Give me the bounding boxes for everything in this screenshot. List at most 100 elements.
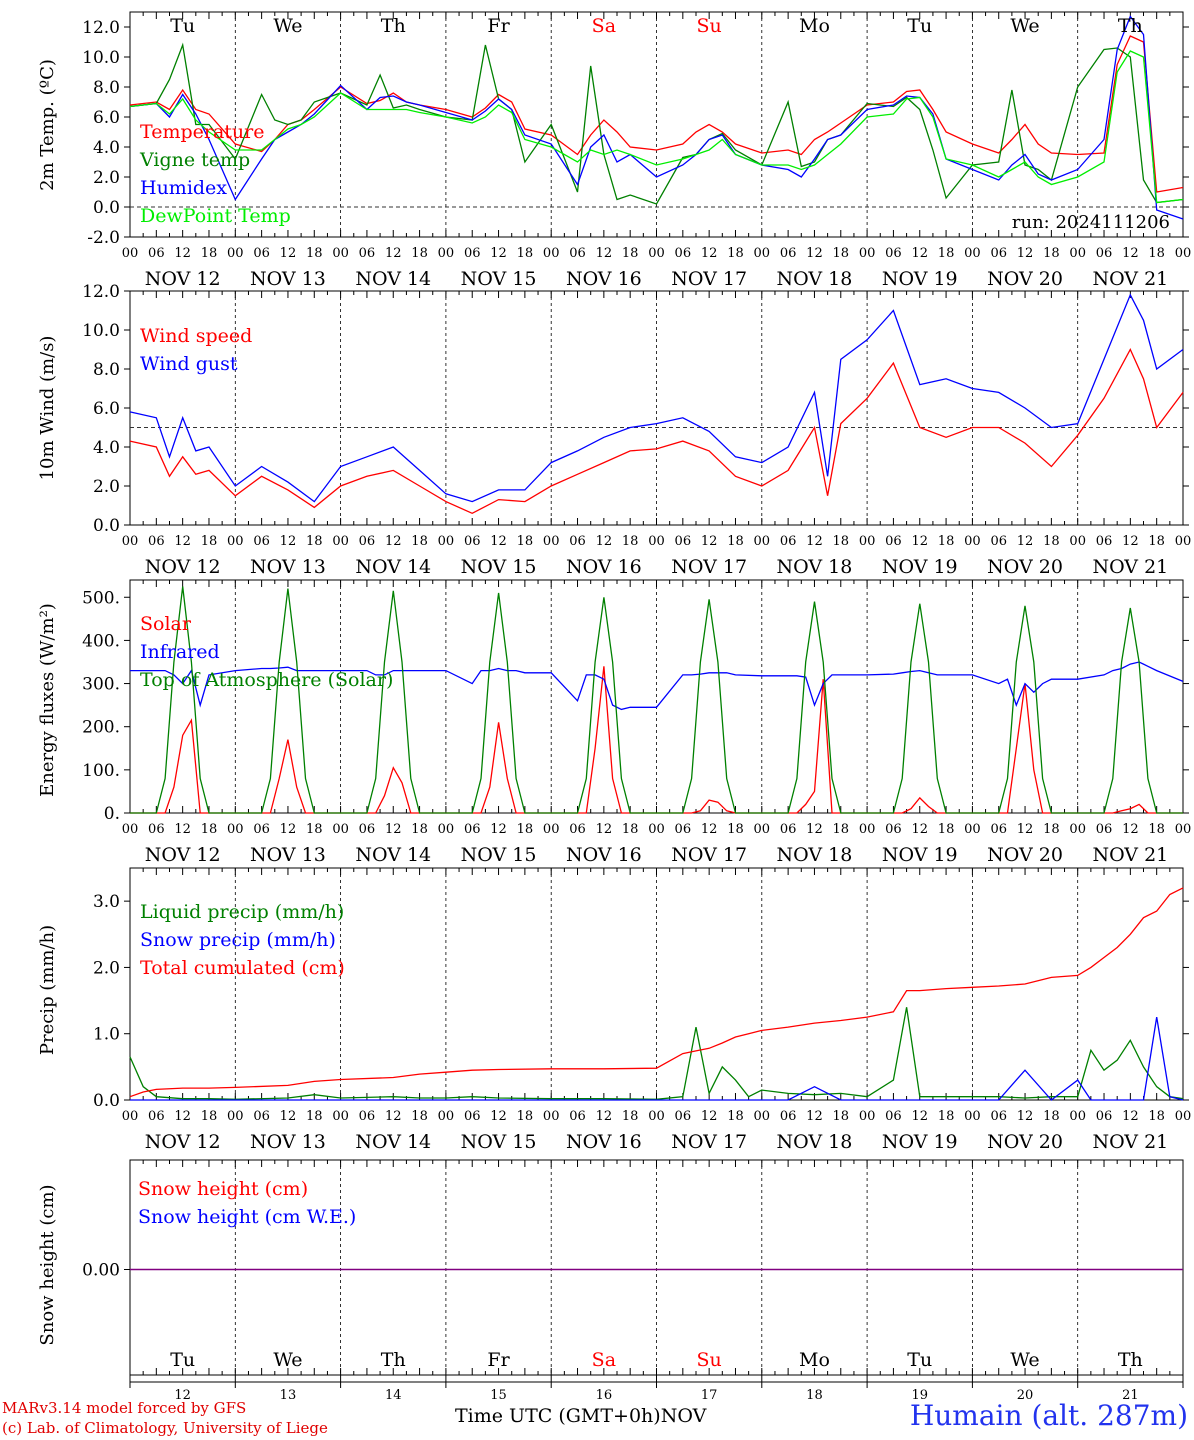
date-label: NOV 13 <box>250 556 326 578</box>
hour-tick-label: 18 <box>938 246 955 261</box>
hour-tick-label: 00 <box>648 822 665 837</box>
hour-tick-label: 12 <box>280 1109 297 1124</box>
hour-tick-label: 18 <box>201 1109 218 1124</box>
hour-tick-label: 06 <box>464 822 481 837</box>
hour-tick-label: 18 <box>411 822 428 837</box>
date-label: NOV 12 <box>145 268 221 290</box>
series-line-snow-precip-mm-h- <box>130 1016 1184 1101</box>
y-tick-label: 0.0 <box>93 1091 120 1111</box>
x-axis-title-text: Time UTC (GMT+0h) <box>455 1405 661 1427</box>
y-axis-title: Snow height (cm) <box>37 1184 58 1345</box>
weekday-label: We <box>1010 15 1039 37</box>
hour-tick-label: 00 <box>964 246 981 261</box>
hour-tick-label: 06 <box>675 1109 692 1124</box>
hour-tick-label: 00 <box>1175 534 1192 549</box>
hour-tick-label: 12 <box>490 822 507 837</box>
legend-entry: Snow height (cm) <box>138 1178 308 1200</box>
date-label: NOV 18 <box>777 268 853 290</box>
hour-tick-label: 06 <box>253 246 270 261</box>
y-tick-label: 2.0 <box>93 958 120 978</box>
y-tick-label: 500. <box>82 588 120 608</box>
hour-tick-label: 12 <box>174 246 191 261</box>
legend-entry: Wind speed <box>140 325 252 347</box>
hour-tick-label: 00 <box>859 534 876 549</box>
weekday-label-bottom: Fr <box>487 1349 510 1371</box>
y-tick-label: 0.00 <box>82 1261 120 1281</box>
hour-tick-label: 18 <box>1148 246 1165 261</box>
hour-tick-label: 12 <box>280 822 297 837</box>
date-label: NOV 17 <box>671 556 747 578</box>
date-label: NOV 20 <box>987 844 1063 866</box>
hour-tick-label: 06 <box>253 822 270 837</box>
hour-tick-label: 12 <box>1122 822 1139 837</box>
y-tick-label: 100. <box>82 761 120 781</box>
hour-tick-label: 06 <box>359 534 376 549</box>
hour-tick-label: 18 <box>201 246 218 261</box>
hour-tick-label: 18 <box>517 822 534 837</box>
y-axis-title: 2m Temp. (ºC) <box>37 59 58 191</box>
hour-tick-label: 18 <box>622 246 639 261</box>
hour-tick-label: 12 <box>1017 822 1034 837</box>
y-tick-label: 200. <box>82 718 120 738</box>
hour-tick-label: 12 <box>596 822 613 837</box>
hour-tick-label: 18 <box>1043 822 1060 837</box>
day-number-label: 18 <box>806 1388 823 1403</box>
hour-tick-label: 12 <box>806 822 823 837</box>
y-tick-label: 1.0 <box>93 1025 120 1045</box>
series-line-total-cumulated-cm- <box>129 887 1184 1098</box>
y-tick-label: 400. <box>82 631 120 651</box>
legend-entry: Top of Atmosphere (Solar) <box>140 669 393 691</box>
date-label: NOV 20 <box>987 1131 1063 1153</box>
hour-tick-label: 12 <box>806 534 823 549</box>
date-label: NOV 18 <box>777 1131 853 1153</box>
hour-tick-label: 06 <box>359 246 376 261</box>
hour-tick-label: 06 <box>464 246 481 261</box>
hour-tick-label: 12 <box>1122 1109 1139 1124</box>
hour-tick-label: 06 <box>990 534 1007 549</box>
hour-tick-label: 06 <box>569 1109 586 1124</box>
y-tick-label: 4.0 <box>93 138 120 158</box>
legend-entry: Temperature <box>140 121 264 143</box>
hour-tick-label: 06 <box>885 1109 902 1124</box>
panel-snow: 0.00 Snow height (cm) Snow height (cm) Snow… <box>37 1159 1184 1376</box>
date-label: NOV 13 <box>250 268 326 290</box>
date-label: NOV 12 <box>145 1131 221 1153</box>
model-credit: MARv3.14 model forced by GFS <box>2 1399 247 1417</box>
hour-tick-label: 18 <box>938 822 955 837</box>
hour-tick-label: 12 <box>701 822 718 837</box>
date-label: NOV 18 <box>777 556 853 578</box>
hour-tick-label: 06 <box>1096 822 1113 837</box>
hour-tick-label: 00 <box>122 1109 139 1124</box>
weekday-label-bottom: Su <box>697 1349 722 1371</box>
hour-tick-label: 00 <box>1175 822 1192 837</box>
x-axis-title: Time UTC (GMT+0h)NOV <box>455 1405 706 1427</box>
hour-tick-label: 00 <box>1069 1109 1086 1124</box>
weekday-label-bottom: Th <box>1118 1349 1143 1371</box>
legend-entry: Liquid precip (mm/h) <box>140 901 344 923</box>
series-line-vigne-temp <box>129 42 1184 205</box>
hour-tick-label: 00 <box>122 534 139 549</box>
date-label: NOV 16 <box>566 844 642 866</box>
panel-precip: 0.0 1.0 2.0 3.0 Precip (mm/h) Liquid precip (… <box>37 867 1191 1153</box>
hour-tick-label: 12 <box>911 246 928 261</box>
y-tick-label: 10.0 <box>82 48 120 68</box>
hour-tick-label: 18 <box>622 534 639 549</box>
series-line-top-of-atmosphere-solar- <box>130 586 1183 814</box>
weekday-label: Tu <box>170 15 195 37</box>
hour-tick-label: 12 <box>596 1109 613 1124</box>
hour-tick-label: 06 <box>780 246 797 261</box>
date-label: NOV 15 <box>461 844 537 866</box>
weekday-label: Tu <box>907 15 932 37</box>
y-tick-label: 6.0 <box>93 108 120 128</box>
hour-tick-label: 06 <box>253 534 270 549</box>
hour-tick-label: 00 <box>648 246 665 261</box>
date-label: NOV 16 <box>566 1131 642 1153</box>
hour-tick-label: 12 <box>490 1109 507 1124</box>
hour-tick-label: 12 <box>701 1109 718 1124</box>
hour-tick-label: 12 <box>701 246 718 261</box>
date-label: NOV 21 <box>1092 1131 1168 1153</box>
y-tick-label: 2.0 <box>93 168 120 188</box>
hour-tick-label: 00 <box>859 246 876 261</box>
hour-tick-label: 06 <box>990 246 1007 261</box>
date-label: NOV 18 <box>777 844 853 866</box>
